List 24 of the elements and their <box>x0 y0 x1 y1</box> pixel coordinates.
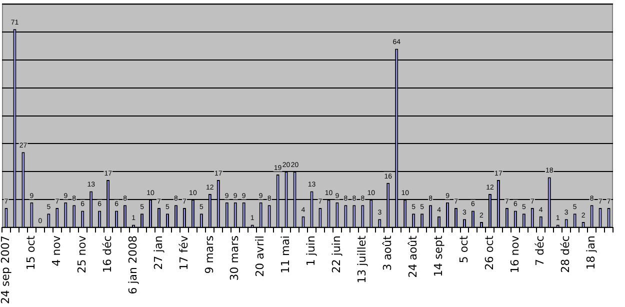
x-tick-label: 24 août <box>406 234 420 278</box>
x-tick-label: 22 juin <box>330 236 344 274</box>
x-tick-label: 16 nov <box>508 235 522 274</box>
x-tick-label: 7 déc <box>534 236 547 266</box>
x-tick-label: 24 sep 2007 <box>0 236 12 304</box>
x-tick-label: 17 fév <box>177 235 190 270</box>
x-tick-label: 27 jan <box>152 236 165 270</box>
x-tick-label: 11 mai <box>279 236 292 274</box>
x-tick-label: 26 oct <box>482 234 496 270</box>
x-tick-label: 28 déc <box>559 236 572 273</box>
x-tick-label: 18 jan <box>584 236 598 270</box>
x-tick-label: 3 août <box>380 234 394 271</box>
x-tick-label: 20 avril <box>254 236 267 277</box>
x-tick-label: 25 nov <box>75 235 88 274</box>
x-tick-label: 9 mars <box>202 235 216 274</box>
x-tick-label: 14 sept <box>432 234 445 277</box>
x-tick-label: 30 mars <box>228 235 242 281</box>
x-tick-label: 1 juin <box>304 236 318 266</box>
x-tick-label: 13 juillet <box>356 234 369 284</box>
x-tick-label: 15 oct <box>24 234 38 270</box>
x-tick-label: 16 déc <box>100 236 114 273</box>
x-tick-label: 4 nov <box>50 235 64 266</box>
x-tick-label: 6 jan 2008 <box>126 236 140 294</box>
x-tick-label: 5 oct <box>457 234 470 264</box>
